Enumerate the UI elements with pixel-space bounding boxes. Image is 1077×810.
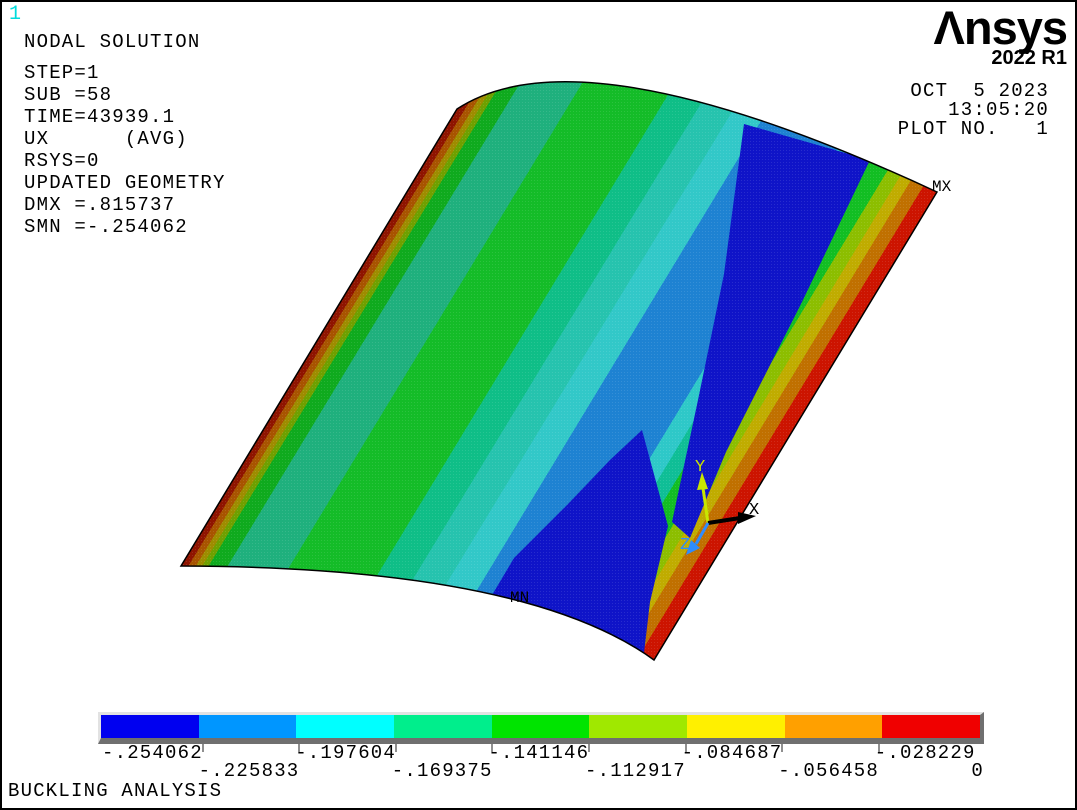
legend-label: -.197604 — [295, 742, 397, 764]
analysis-title: BUCKLING ANALYSIS — [8, 780, 223, 802]
triad-y-arrow — [697, 472, 708, 490]
legend-label: -.084687 — [681, 742, 783, 764]
result-info-block: STEP=1 SUB =58 TIME=43939.1 UX (AVG) RSY… — [24, 62, 226, 238]
legend-tick — [298, 744, 301, 752]
legend-segment — [101, 715, 199, 738]
legend-label: -.225833 — [198, 760, 300, 782]
legend-label: -.169375 — [391, 760, 493, 782]
triad-y-label: Y — [695, 458, 706, 477]
legend-segment — [491, 715, 590, 738]
triad-x-arrow — [738, 512, 756, 524]
min-node-marker: MN — [510, 589, 530, 607]
max-node-marker: MX — [932, 178, 952, 196]
contour-colorbar — [98, 712, 984, 744]
plot-window-number: 1 — [9, 3, 22, 26]
legend-segment — [784, 715, 883, 738]
triad-x-label: X — [749, 501, 760, 520]
ansys-version: 2022 R1 — [991, 47, 1067, 69]
legend-tick — [684, 744, 687, 752]
plate-outline — [179, 81, 939, 662]
coordinate-triad — [686, 472, 756, 555]
legend-tick — [394, 744, 397, 752]
legend-tick — [588, 744, 590, 752]
triad-z-label: Z — [680, 536, 691, 555]
legend-tick — [781, 744, 784, 752]
legend-label: -.254062 — [102, 742, 203, 764]
legend-label: 0 — [971, 760, 984, 782]
legend-label: -.112917 — [585, 760, 686, 782]
legend-segment — [394, 715, 492, 738]
plot-meta-block: OCT 5 2023 13:05:20 PLOT NO. 1 — [897, 80, 1049, 140]
legend-segment — [687, 715, 785, 738]
result-title: NODAL SOLUTION — [24, 31, 201, 53]
legend-segment — [589, 715, 688, 738]
legend-label: -.141146 — [488, 742, 590, 764]
legend-segment — [882, 715, 981, 738]
legend-segment — [198, 715, 297, 738]
legend-label: -.056458 — [778, 760, 880, 782]
legend-tick — [201, 744, 204, 752]
triad-z-arrow — [686, 540, 700, 555]
legend-label: -.028229 — [874, 742, 976, 764]
ansys-logo: Λnsys — [933, 1, 1068, 54]
legend-segment — [296, 715, 395, 738]
legend-tick — [491, 744, 494, 752]
legend-tick — [877, 744, 880, 752]
